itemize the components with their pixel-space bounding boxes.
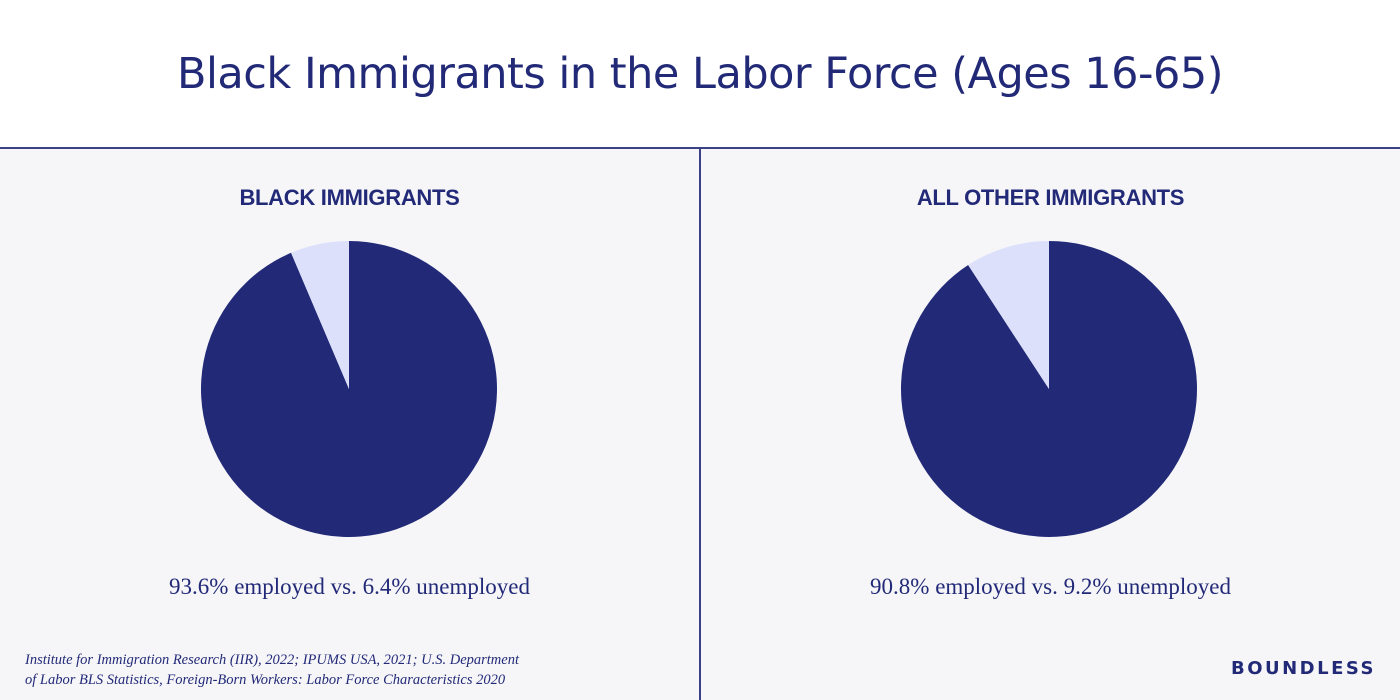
- panel-divider: [699, 149, 701, 700]
- source-line: of Labor BLS Statistics, Foreign-Born Wo…: [25, 672, 506, 688]
- brand-logo: BOUNDLESS: [1230, 658, 1376, 679]
- panel-caption: 90.8% employed vs. 9.2% unemployed: [870, 574, 1231, 599]
- panel-title: ALL OTHER IMMIGRANTS: [916, 185, 1185, 210]
- pie-chart-all-other-immigrants: [901, 241, 1197, 537]
- pie-slice-unemployed: [291, 241, 349, 389]
- source-citation: Institute for Immigration Research (IIR)…: [25, 650, 585, 690]
- panel-all-other-immigrants: ALL OTHER IMMIGRANTS 90.8% employed vs. …: [701, 149, 1400, 700]
- pie-chart-black-immigrants: [201, 241, 497, 537]
- source-line: Institute for Immigration Research (IIR)…: [25, 652, 519, 668]
- panel-caption: 93.6% employed vs. 6.4% unemployed: [169, 574, 530, 599]
- panel-black-immigrants: BLACK IMMIGRANTS 93.6% employed vs. 6.4%…: [0, 149, 699, 700]
- page-title: Black Immigrants in the Labor Force (Age…: [176, 48, 1224, 99]
- panel-title: BLACK IMMIGRANTS: [239, 185, 460, 210]
- header: Black Immigrants in the Labor Force (Age…: [0, 0, 1400, 147]
- header-divider: [0, 147, 1400, 149]
- pie-slice-unemployed: [968, 241, 1049, 389]
